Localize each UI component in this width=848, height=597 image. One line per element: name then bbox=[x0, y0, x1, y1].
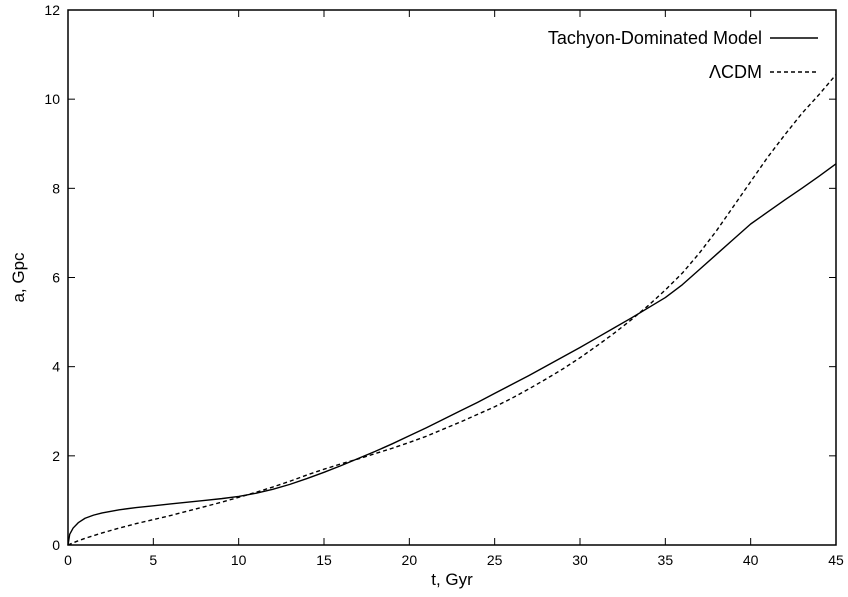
y-tick-label: 12 bbox=[44, 2, 60, 18]
axis-ticks bbox=[67, 9, 837, 546]
x-tick-label: 0 bbox=[64, 552, 72, 568]
x-tick-label: 45 bbox=[828, 552, 844, 568]
legend-label-tachyon: Tachyon-Dominated Model bbox=[548, 28, 762, 48]
x-tick-label: 35 bbox=[658, 552, 674, 568]
x-tick-label: 30 bbox=[572, 552, 588, 568]
x-tick-label: 5 bbox=[149, 552, 157, 568]
x-tick-label: 15 bbox=[316, 552, 332, 568]
x-tick-label: 10 bbox=[231, 552, 247, 568]
plot-frame bbox=[67, 9, 837, 546]
x-axis-title: t, Gyr bbox=[431, 570, 473, 589]
tick-labels: 0 5 10 15 20 25 30 35 40 45 0 2 4 6 8 10 12 bbox=[44, 2, 844, 568]
series-line-tachyon bbox=[67, 163, 837, 546]
y-tick-label: 8 bbox=[52, 180, 60, 196]
legend: Tachyon-Dominated Model ΛCDM bbox=[548, 28, 818, 82]
series-line-lcdm bbox=[67, 74, 837, 546]
legend-label-lcdm: ΛCDM bbox=[709, 62, 762, 82]
x-tick-label: 20 bbox=[402, 552, 418, 568]
series-layer bbox=[67, 74, 837, 546]
y-tick-label: 2 bbox=[52, 448, 60, 464]
y-tick-label: 6 bbox=[52, 270, 60, 286]
x-tick-label: 40 bbox=[743, 552, 759, 568]
y-tick-label: 4 bbox=[52, 359, 60, 375]
x-tick-label: 25 bbox=[487, 552, 503, 568]
y-tick-label: 0 bbox=[52, 537, 60, 553]
y-axis-title: a, Gpc bbox=[9, 252, 28, 303]
y-tick-label: 10 bbox=[44, 91, 60, 107]
